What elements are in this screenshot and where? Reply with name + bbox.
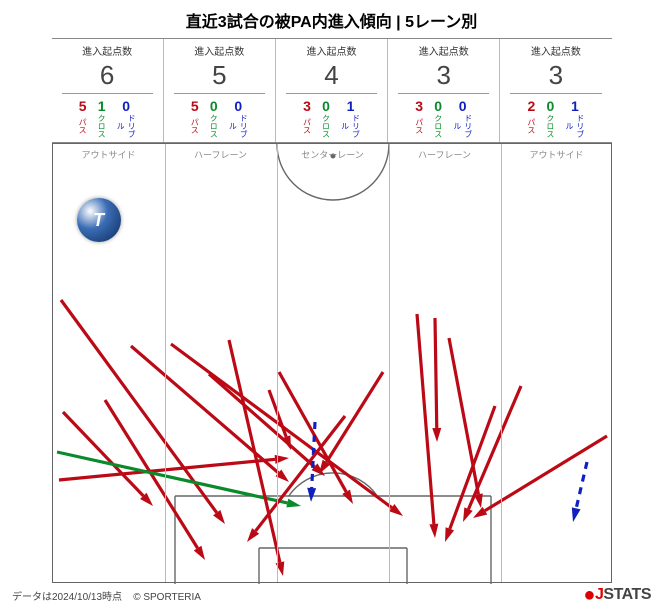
lane-stat: 進入起点数33パス0クロス0ドリブル <box>388 39 500 142</box>
stat-num: 0 <box>322 98 330 114</box>
footer-copyright: © SPORTERIA <box>133 592 201 603</box>
brand-rest: STATS <box>603 586 651 603</box>
stat-item: 0ドリブル <box>227 98 249 138</box>
lane-divider <box>165 144 166 582</box>
stat-label: 進入起点数 <box>278 43 385 58</box>
stat-cat: クロス <box>433 114 444 138</box>
stat-total: 3 <box>502 60 609 91</box>
stat-item: 5パス <box>77 98 88 138</box>
stat-item: 2パス <box>526 98 537 138</box>
lane-name-label: センターレーン <box>277 148 389 161</box>
stat-label: 進入起点数 <box>502 43 609 58</box>
lane-stat: 進入起点数 4 3パス 0クロス 1ドリブル <box>276 39 388 142</box>
lane-divider <box>389 144 390 582</box>
stat-num: 3 <box>303 98 311 114</box>
lane-stat: 進入起点数 3 2パス 0クロス 1ドリブル <box>500 39 611 142</box>
stat-cat: ドリブル <box>115 114 137 138</box>
stat-item: 0ドリブル <box>452 98 474 138</box>
stat-item: 0クロス <box>208 98 219 138</box>
stat-cat: クロス <box>545 114 556 138</box>
lane-name-label: アウトサイド <box>501 148 613 161</box>
stat-item: 1ドリブル <box>340 98 362 138</box>
lane-stat: 進入起点数55パス0クロス0ドリブル <box>164 39 276 142</box>
footer-date: データは2024/10/13時点 <box>12 592 122 603</box>
stat-num: 1 <box>347 98 355 114</box>
stat-divider <box>62 93 153 94</box>
stat-num: 0 <box>234 98 242 114</box>
lane-stat: 進入起点数 6 5パス 1クロス 0ドリブル <box>52 39 164 142</box>
stat-item: 0ドリブル <box>115 98 137 138</box>
lane-name-label: ハーフレーン <box>389 148 501 161</box>
stat-breakdown: 2パス 0クロス 1ドリブル <box>502 98 609 138</box>
stat-num: 5 <box>191 98 199 114</box>
stat-num: 5 <box>79 98 87 114</box>
chart-title: 直近3試合の被PA内進入傾向 | 5レーン別 <box>0 0 663 38</box>
stat-label: 進入起点数 <box>54 43 161 58</box>
brand-dot-icon: ● <box>583 584 595 606</box>
stat-item: 0クロス <box>321 98 332 138</box>
stat-divider <box>286 93 377 94</box>
stat-num: 0 <box>122 98 130 114</box>
stat-cat: パス <box>526 114 537 138</box>
lane-stats-row: 進入起点数65パス1クロス0ドリブル進入起点数55パス0クロス0ドリブル進入起点… <box>52 38 612 143</box>
lane-name-label: ハーフレーン <box>165 148 277 161</box>
stat-divider <box>174 93 265 94</box>
pitch: T アウトサイドハーフレーンセンターレーンハーフレーンアウトサイド <box>52 143 612 583</box>
stat-cat: クロス <box>321 114 332 138</box>
stat-label: 進入起点数 <box>390 43 497 58</box>
stat-cat: パス <box>302 114 313 138</box>
stat-total: 6 <box>54 60 161 91</box>
stat-item: 3パス <box>414 98 425 138</box>
stat-num: 2 <box>528 98 536 114</box>
stat-num: 0 <box>434 98 442 114</box>
stat-divider <box>398 93 489 94</box>
stat-item: 1ドリブル <box>564 98 586 138</box>
stat-cat: パス <box>189 114 200 138</box>
stat-item: 0クロス <box>433 98 444 138</box>
stat-cat: パス <box>77 114 88 138</box>
stat-cat: パス <box>414 114 425 138</box>
stat-cat: ドリブル <box>227 114 249 138</box>
lane-name-label: アウトサイド <box>53 148 165 161</box>
stat-total: 5 <box>166 60 273 91</box>
stat-num: 0 <box>210 98 218 114</box>
stat-num: 3 <box>415 98 423 114</box>
stat-item: 1クロス <box>96 98 107 138</box>
stat-item: 0クロス <box>545 98 556 138</box>
footer: データは2024/10/13時点 © SPORTERIA ●JSTATS <box>0 584 663 607</box>
stat-cat: ドリブル <box>340 114 362 138</box>
stat-breakdown: 3パス0クロス0ドリブル <box>390 98 497 138</box>
footer-left: データは2024/10/13時点 © SPORTERIA <box>12 588 201 603</box>
stat-cat: クロス <box>208 114 219 138</box>
stat-num: 1 <box>571 98 579 114</box>
stat-total: 4 <box>278 60 385 91</box>
stat-total: 3 <box>390 60 497 91</box>
stat-item: 3パス <box>302 98 313 138</box>
lane-divider <box>277 144 278 582</box>
stat-cat: ドリブル <box>452 114 474 138</box>
stat-cat: ドリブル <box>564 114 586 138</box>
chart-container: 直近3試合の被PA内進入傾向 | 5レーン別 進入起点数65パス1クロス0ドリブ… <box>0 0 663 611</box>
lane-divider <box>501 144 502 582</box>
jstats-brand: ●JSTATS <box>583 584 651 607</box>
stat-breakdown: 5パス0クロス0ドリブル <box>166 98 273 138</box>
pitch-lines-svg <box>53 144 613 584</box>
stat-divider <box>510 93 601 94</box>
stat-item: 5パス <box>189 98 200 138</box>
stat-cat: クロス <box>96 114 107 138</box>
stat-num: 1 <box>98 98 106 114</box>
stat-breakdown: 5パス 1クロス 0ドリブル <box>54 98 161 138</box>
stat-label: 進入起点数 <box>166 43 273 58</box>
stat-breakdown: 3パス 0クロス 1ドリブル <box>278 98 385 138</box>
stat-num: 0 <box>547 98 555 114</box>
stat-num: 0 <box>459 98 467 114</box>
